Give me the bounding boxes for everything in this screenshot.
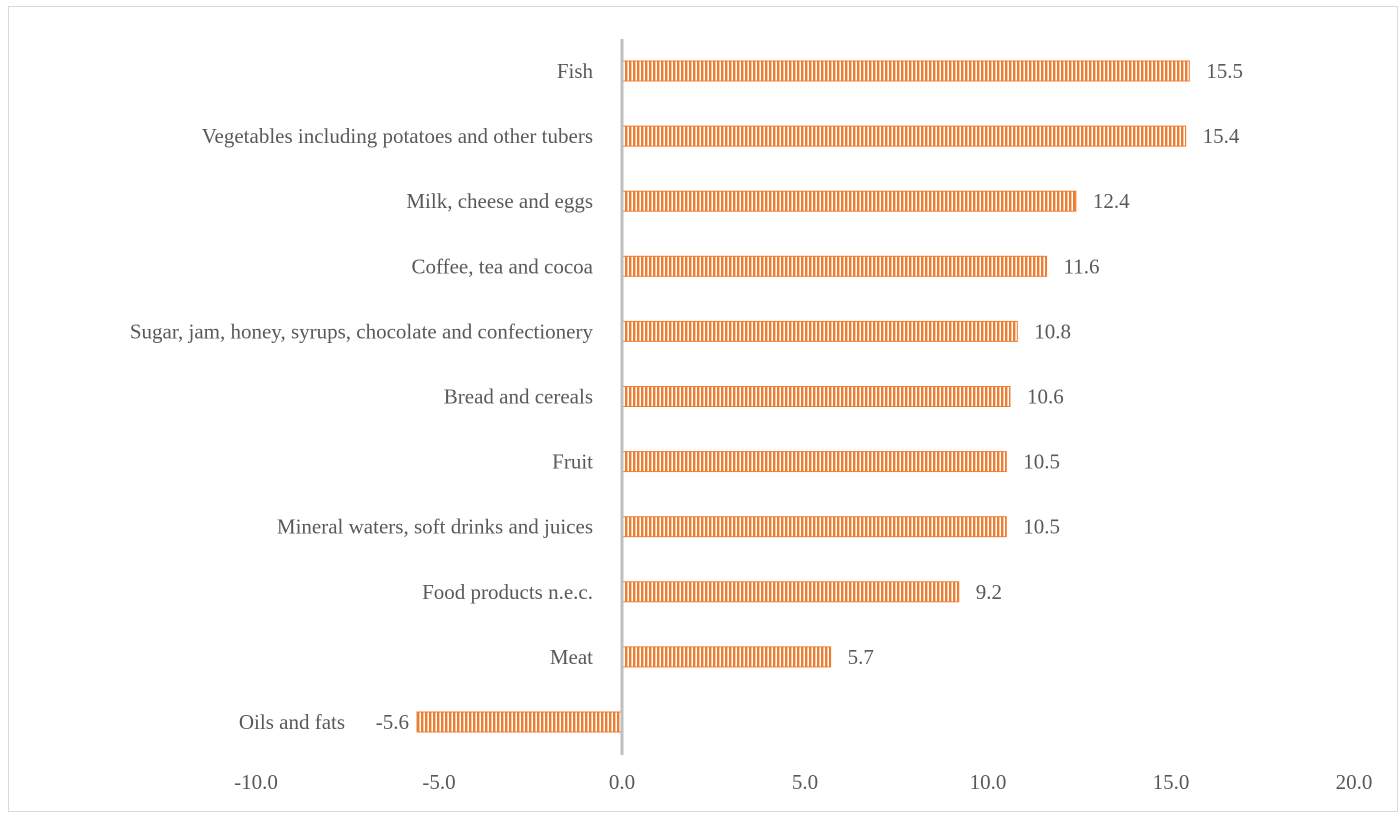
x-tick-label: 15.0 bbox=[1153, 770, 1190, 794]
bar bbox=[621, 320, 1018, 342]
data-label: 10.8 bbox=[1034, 319, 1071, 343]
x-tick-label: 20.0 bbox=[1336, 770, 1373, 794]
bar bbox=[621, 386, 1011, 407]
bar-chart: 15.5 Fish 15.4 Vegetables including potatoe… bbox=[130, 39, 1373, 794]
x-tick-label: -5.0 bbox=[422, 770, 455, 794]
category-label: Fish bbox=[557, 59, 594, 83]
x-tick-label: -10.0 bbox=[234, 770, 278, 794]
data-label: 15.5 bbox=[1206, 59, 1243, 83]
bar bbox=[621, 255, 1048, 277]
bar bbox=[416, 711, 623, 733]
data-label: 11.6 bbox=[1064, 254, 1100, 278]
bar bbox=[621, 190, 1077, 212]
bar bbox=[621, 646, 832, 668]
category-label: Food products n.e.c. bbox=[422, 580, 593, 604]
bar bbox=[621, 125, 1187, 147]
x-tick-label: 10.0 bbox=[970, 770, 1007, 794]
bar bbox=[621, 451, 1007, 473]
bar bbox=[621, 581, 960, 603]
data-label: 12.4 bbox=[1093, 189, 1130, 213]
bar bbox=[621, 516, 1007, 538]
category-label: Fruit bbox=[552, 450, 593, 474]
chart-frame: 15.5 Fish 15.4 Vegetables including potatoe… bbox=[8, 6, 1398, 812]
data-label: 5.7 bbox=[848, 645, 874, 669]
data-label: 9.2 bbox=[976, 580, 1002, 604]
category-label: Vegetables including potatoes and other … bbox=[202, 124, 593, 148]
category-label: Mineral waters, soft drinks and juices bbox=[277, 515, 593, 539]
x-tick-label: 5.0 bbox=[792, 770, 818, 794]
x-tick-label: 0.0 bbox=[609, 770, 635, 794]
bar bbox=[621, 60, 1190, 82]
category-label: Coffee, tea and cocoa bbox=[411, 254, 593, 278]
category-label: Oils and fats bbox=[239, 710, 345, 734]
data-label: 10.6 bbox=[1027, 385, 1064, 409]
labels-layer: 15.5 Fish 15.4 Vegetables including potatoe… bbox=[130, 59, 1373, 794]
data-label: -5.6 bbox=[376, 710, 409, 734]
data-label: 10.5 bbox=[1023, 515, 1060, 539]
category-label: Bread and cereals bbox=[444, 385, 593, 409]
data-label: 15.4 bbox=[1203, 124, 1240, 148]
category-label: Meat bbox=[550, 645, 593, 669]
category-label: Milk, cheese and eggs bbox=[406, 189, 593, 213]
data-label: 10.5 bbox=[1023, 450, 1060, 474]
category-label: Sugar, jam, honey, syrups, chocolate and… bbox=[130, 319, 594, 343]
